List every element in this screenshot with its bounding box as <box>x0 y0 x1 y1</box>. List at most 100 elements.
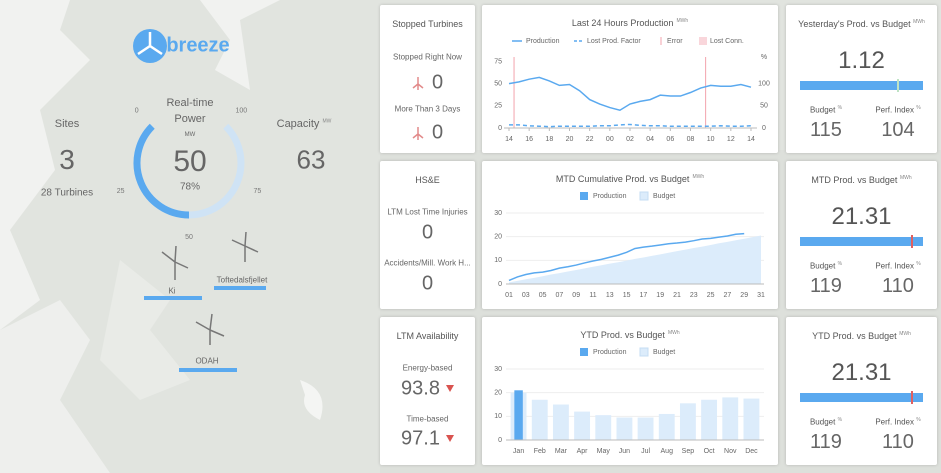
series-line <box>509 123 752 128</box>
item-label: Energy-based <box>402 363 453 373</box>
x-tick-label: 13 <box>606 292 614 299</box>
legend-label: Production <box>593 349 627 356</box>
legend-swatch <box>580 192 588 200</box>
kpi-unit: MWh <box>899 331 911 337</box>
capacity-label: Capacity MW <box>277 118 332 130</box>
bar <box>679 403 696 440</box>
y2-axis-label: % <box>761 54 767 61</box>
bar <box>595 415 612 440</box>
kpi-bar-marker <box>911 235 913 248</box>
item-label: More Than 3 Days <box>394 104 461 114</box>
kpi-value: 21.31 <box>831 203 892 230</box>
kpi-bar-marker <box>911 391 913 404</box>
y-tick-label: 0 <box>498 437 502 444</box>
x-tick-label: 07 <box>556 292 564 299</box>
legend-label: Lost Conn. <box>710 38 744 45</box>
sites-label: Sites <box>54 118 80 130</box>
x-tick-label: Jun <box>619 448 630 455</box>
x-tick-label: Mar <box>555 448 568 455</box>
stopped-panel: Stopped Turbines Stopped Right Now 0 Mor… <box>380 5 475 153</box>
y-tick-label: 50 <box>494 80 502 87</box>
perf-value: 110 <box>882 275 914 297</box>
x-tick-label: Jul <box>641 448 650 455</box>
sea <box>0 0 90 330</box>
perf-value: 110 <box>882 431 914 453</box>
chart-title: YTD Prod. vs Budget MWh <box>580 330 679 340</box>
chart-panel: MTD Cumulative Prod. vs Budget MWh Product… <box>482 161 778 309</box>
perf-label-text: Perf. Index <box>875 417 914 427</box>
x-tick-label: 27 <box>724 292 732 299</box>
gauge-tick-label: 50 <box>185 234 193 241</box>
budget-label: Budget % <box>806 417 846 427</box>
y-tick-label: 75 <box>494 58 502 65</box>
item-value: 93.8 <box>401 377 440 400</box>
site-name: Toftedalsfjellet <box>216 275 268 285</box>
perf-label: Perf. Index % <box>868 417 928 427</box>
availability-panel: LTM Availability Energy-based 93.8 Time-… <box>380 317 475 465</box>
x-tick-label: 08 <box>687 136 695 143</box>
perf-label-text: Perf. Index <box>875 105 914 115</box>
x-tick-label: Dec <box>745 448 758 455</box>
x-tick-label: 15 <box>623 292 631 299</box>
bar <box>574 411 591 440</box>
kpi-value: 1.12 <box>838 47 885 74</box>
x-tick-label: 19 <box>656 292 664 299</box>
gauge-tick-label: 0 <box>135 108 139 115</box>
legend-label: Error <box>667 38 683 45</box>
x-tick-label: 31 <box>757 292 765 299</box>
kpi-unit: MWh <box>913 19 925 25</box>
legend-label: Budget <box>653 349 675 356</box>
y-tick-label: 10 <box>494 257 502 264</box>
power-percent: 78% <box>179 181 201 193</box>
budget-label-text: Budget <box>809 417 836 427</box>
y-tick-label: 0 <box>762 125 766 132</box>
budget-area <box>509 235 761 284</box>
kpi-bar <box>800 393 923 402</box>
x-tick-label: 03 <box>522 292 530 299</box>
item-value: 0 <box>421 221 434 244</box>
y-tick-label: 50 <box>760 103 768 110</box>
y-tick-label: 30 <box>494 366 502 373</box>
x-tick-label: 21 <box>673 292 681 299</box>
bar <box>701 399 718 440</box>
x-tick-label: 02 <box>626 136 634 143</box>
budget-unit: % <box>837 417 843 423</box>
perf-unit: % <box>916 261 921 267</box>
y-tick-label: 10 <box>494 413 502 420</box>
terrain <box>100 260 190 400</box>
panel-title: YTD Prod. vs Budget MWh <box>786 331 937 341</box>
x-tick-label: Nov <box>724 448 737 455</box>
perf-unit: % <box>916 105 921 111</box>
x-tick-label: 14 <box>505 136 513 143</box>
chart: Last 24 Hours Production MWh Production Los… <box>494 18 770 143</box>
x-tick-label: Apr <box>577 448 589 455</box>
gauge-tick-label: 75 <box>253 188 261 195</box>
x-tick-label: 01 <box>505 292 513 299</box>
hse-panel: HS&E LTM Lost Time Injuries 0 Accidents/… <box>380 161 475 309</box>
perf-unit: % <box>916 417 921 423</box>
kpi-bar <box>800 81 923 90</box>
item-value: 0 <box>431 71 444 94</box>
x-tick-label: 17 <box>640 292 648 299</box>
series-line <box>508 232 745 282</box>
item-label: Time-based <box>406 414 449 424</box>
capacity-value: 63 <box>296 144 326 175</box>
budget-label: Budget % <box>806 261 846 271</box>
bar <box>743 398 760 440</box>
logo-text: breeze <box>166 34 230 57</box>
turbine-icons <box>161 231 259 345</box>
legend-swatch <box>580 348 588 356</box>
x-tick-label: 14 <box>747 136 755 143</box>
x-tick-label: 16 <box>525 136 533 143</box>
item-label: Accidents/Mill. Work H... <box>384 258 471 268</box>
down-arrow <box>446 435 454 442</box>
chart: YTD Prod. vs Budget MWh Production Budget 0 1… <box>494 330 764 455</box>
kpi-title: Yesterday's Prod. vs Budget <box>798 19 911 29</box>
panel-title: Yesterday's Prod. vs Budget MWh <box>786 19 937 29</box>
perf-value: 104 <box>881 119 915 141</box>
y-tick-label: 0 <box>498 125 502 132</box>
legend-label: Production <box>526 38 560 45</box>
x-tick-label: 11 <box>589 292 596 299</box>
x-tick-label: 29 <box>740 292 748 299</box>
site-name: ODAH <box>195 356 219 366</box>
